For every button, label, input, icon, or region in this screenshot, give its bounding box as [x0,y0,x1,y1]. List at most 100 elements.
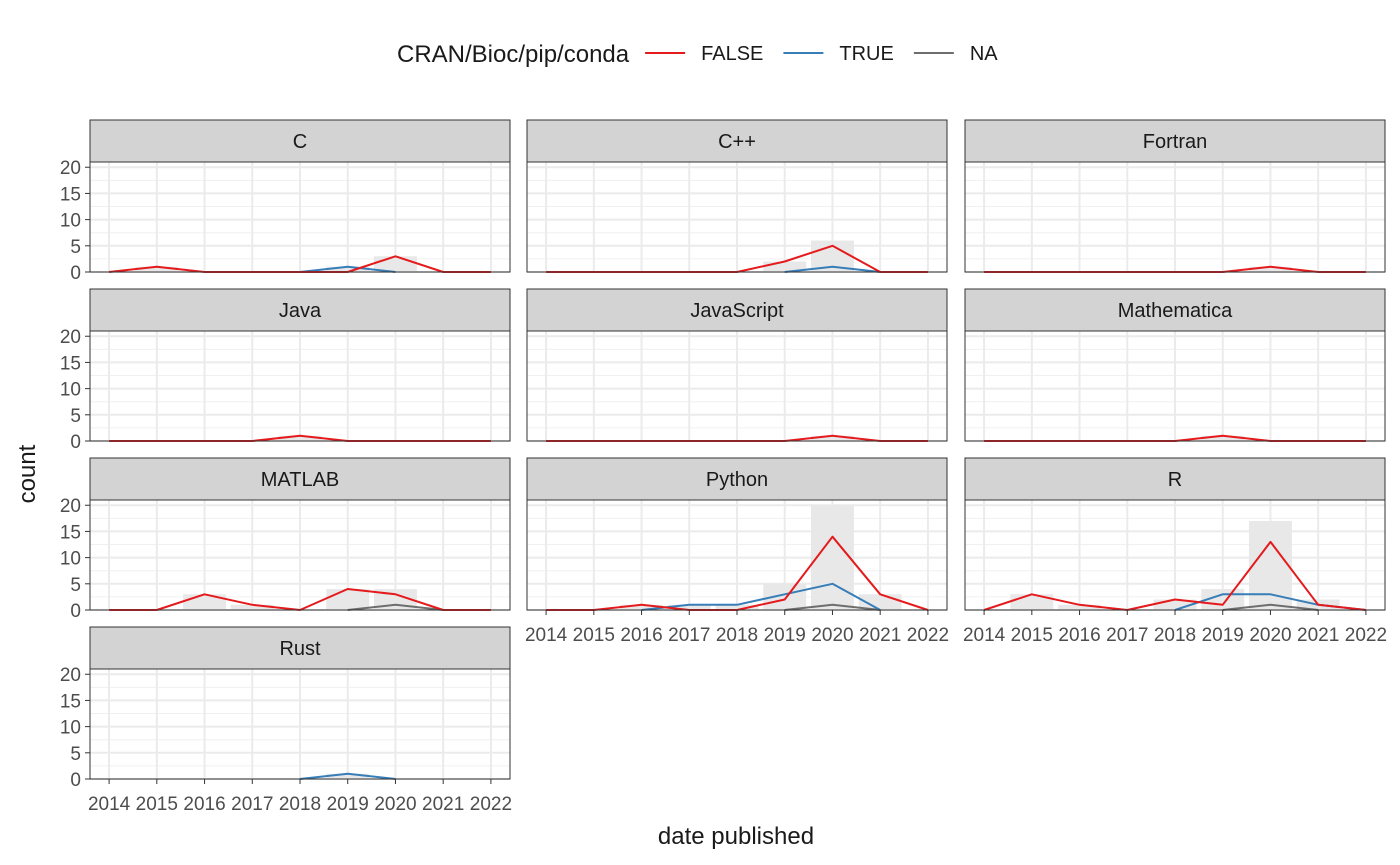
strip-background [964,457,1386,501]
x-tick-label: 2020 [811,625,853,646]
y-tick-label: 0 [70,601,81,622]
strip-label: Java [279,300,322,322]
panel-javascript: JavaScript [526,288,948,442]
legend-label-na: NA [970,43,998,65]
x-tick-label: 2018 [716,625,758,646]
y-tick-label: 20 [60,496,81,517]
strip-background [526,457,948,501]
strip-label: JavaScript [690,300,784,322]
panel-border [89,161,511,273]
x-tick-label: 2015 [1011,625,1053,646]
bar [230,604,274,610]
x-tick-label: 2017 [668,625,710,646]
y-tick-label: 5 [70,237,81,258]
x-tick-label: 2015 [573,625,615,646]
strip-label: R [1168,469,1182,491]
bar [620,604,664,610]
y-tick-label: 15 [60,184,81,205]
strip-background [964,119,1386,163]
x-tick-label: 2014 [525,625,568,646]
panel-border [526,330,948,442]
y-tick-label: 15 [60,522,81,543]
y-tick-label: 0 [70,263,81,284]
y-tick-label: 5 [70,575,81,596]
series-line-true [299,265,396,273]
x-tick-label: 2021 [859,625,901,646]
bar [810,435,854,441]
x-tick-label: 2019 [764,625,806,646]
y-tick-label: 10 [60,549,81,570]
y-tick-label: 20 [60,158,81,179]
y-tick-label: 15 [60,691,81,712]
bar [326,266,370,272]
x-tick-label: 2022 [907,625,949,646]
x-axis-label: date published [658,823,814,850]
x-tick-label: 2014 [88,794,131,815]
strip-background [526,288,948,332]
x-tick-label: 2018 [279,794,321,815]
panel-border [89,330,511,442]
x-tick-label: 2015 [136,794,178,815]
x-tick-label: 2019 [327,794,369,815]
strip-label: C [293,131,307,153]
y-tick-label: 15 [60,353,81,374]
legend: CRAN/Bioc/pip/conda FALSE TRUE NA [397,41,998,68]
series-line-true [641,582,881,611]
bar [763,261,807,272]
x-tick-label: 2017 [1106,625,1148,646]
panel-cpp: C++ [526,119,948,273]
bar [135,266,179,272]
x-tick-label: 2019 [1202,625,1244,646]
y-tick-label: 0 [70,770,81,791]
bar [1248,266,1292,272]
bar [373,589,417,610]
strip-background [89,457,511,501]
bar [1058,604,1102,610]
strip-label: Fortran [1143,131,1207,153]
y-tick-label: 5 [70,406,81,427]
panel-python: Python 2014 2015 2016 2017 2018 2019 2020 2021 20… [525,457,949,646]
bar [1201,435,1245,441]
strip-label: Rust [279,638,321,660]
panel-border [526,161,948,273]
bar [667,604,711,610]
y-tick-label: 20 [60,665,81,686]
legend-label-false: FALSE [701,43,763,65]
x-tick-label: 2016 [620,625,662,646]
y-tick-label: 20 [60,327,81,348]
x-tick-label: 2020 [1249,625,1291,646]
panel-border [964,330,1386,442]
panel-fortran: Fortran [964,119,1386,273]
panel-mathematica: Mathematica [964,288,1386,442]
y-tick-label: 10 [60,718,81,739]
panel-matlab: MATLAB 0 5 10 15 20 [60,457,511,622]
panel-rust: Rust 0 5 10 15 20 2014 2015 2016 2017 2018 2019 2020… [60,626,512,815]
panel-r: R 2014 2015 2016 2017 2018 2019 2020 2021 2022 [963,457,1387,646]
strip-label: MATLAB [261,469,340,491]
x-tick-label: 2020 [374,794,416,815]
series-line-true [784,265,881,273]
bar [278,435,322,441]
x-tick-label: 2014 [963,625,1006,646]
series-line-true [299,772,396,780]
strip-label: C++ [718,131,756,153]
legend-label-true: TRUE [839,43,893,65]
panel-border [964,161,1386,273]
series-line-na [784,603,881,611]
strip-background [964,288,1386,332]
panel-border [89,499,511,611]
x-tick-label: 2016 [1058,625,1100,646]
bar [715,604,759,610]
y-tick-label: 0 [70,432,81,453]
y-tick-label: 5 [70,744,81,765]
x-tick-label: 2017 [231,794,273,815]
x-tick-label: 2021 [422,794,464,815]
x-tick-label: 2018 [1154,625,1196,646]
y-tick-label: 10 [60,211,81,232]
x-tick-label: 2022 [1345,625,1387,646]
strip-label: Python [706,469,768,491]
x-tick-label: 2022 [470,794,512,815]
series-line-na [347,603,444,611]
y-axis-label: count [14,444,41,503]
